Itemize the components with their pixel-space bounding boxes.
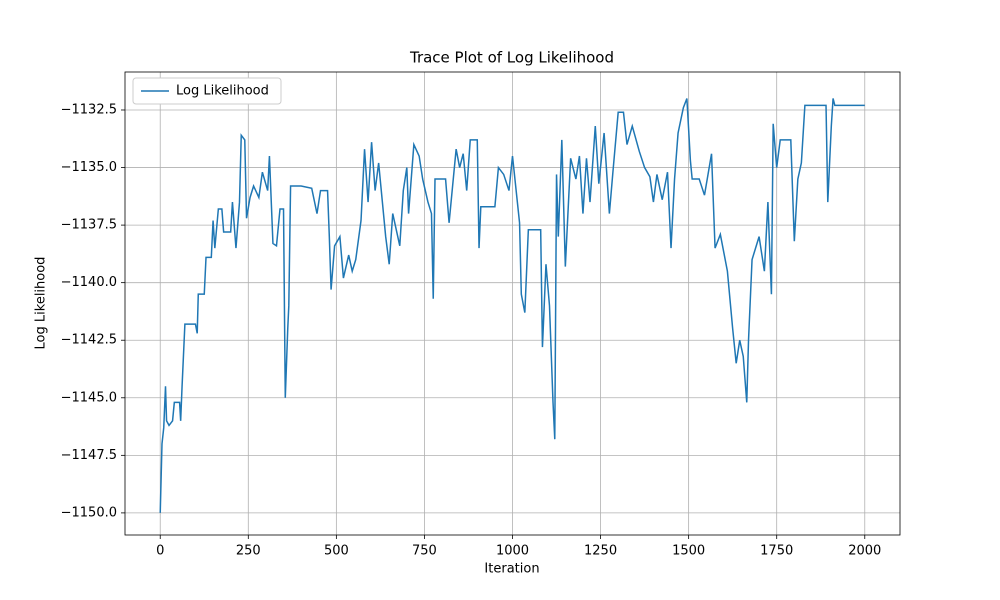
x-tick-label: 1750	[760, 544, 793, 559]
y-tick-label: −1150.0	[61, 505, 117, 520]
x-tick-label: 750	[412, 544, 437, 559]
chart-title: Trace Plot of Log Likelihood	[409, 49, 614, 67]
x-tick-label: 250	[236, 544, 261, 559]
x-tick-label: 0	[156, 544, 164, 559]
x-tick-label: 1500	[672, 544, 705, 559]
y-tick-label: −1142.5	[61, 333, 117, 348]
data-line	[159, 98, 865, 513]
y-tick-label: −1140.0	[61, 275, 117, 290]
x-tick-label: 1000	[496, 544, 529, 559]
x-tick-label: 500	[324, 544, 349, 559]
y-tick-label: −1135.0	[61, 160, 117, 175]
y-tick-label: −1147.5	[61, 448, 117, 463]
y-tick-label: −1132.5	[61, 102, 117, 117]
x-axis-label: Iteration	[484, 562, 539, 577]
legend-label: Log Likelihood	[176, 84, 269, 99]
y-tick-label: −1145.0	[61, 390, 117, 405]
plot-frame	[124, 71, 901, 536]
y-tick-label: −1137.5	[61, 218, 117, 233]
y-axis-label: Log Likelihood	[34, 257, 49, 350]
x-tick-label: 2000	[848, 544, 881, 559]
legend: Log Likelihood	[132, 77, 282, 105]
x-tick-label: 1250	[584, 544, 617, 559]
legend-box	[132, 77, 282, 105]
